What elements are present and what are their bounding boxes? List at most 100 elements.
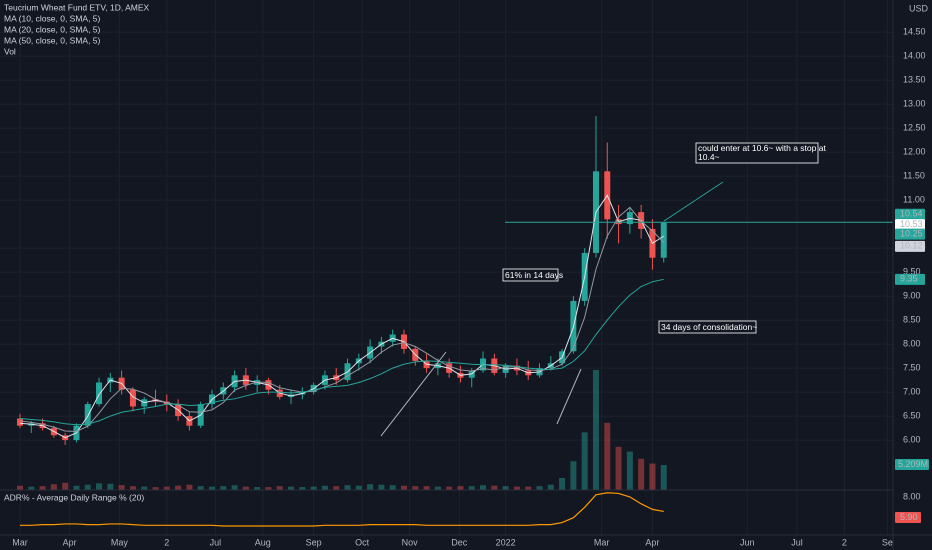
x-tick-label: Oct	[355, 537, 370, 547]
grid	[0, 0, 893, 535]
price-tag-label: 10.25	[900, 228, 923, 238]
volume-bar	[570, 461, 577, 490]
volume-bar	[107, 483, 114, 490]
candle-body	[96, 382, 103, 405]
volume-bar	[186, 484, 193, 490]
volume-bar	[457, 486, 464, 490]
volume-bar	[423, 486, 430, 490]
volume-bar	[175, 485, 182, 490]
volume-bar	[208, 486, 215, 490]
candle-body	[84, 404, 91, 426]
price-tag-label: 10.54	[900, 209, 923, 219]
volume-bar	[220, 486, 227, 490]
y-tick-label: 11.50	[903, 171, 925, 181]
note-box[interactable]	[658, 320, 757, 334]
legend-entry[interactable]: Vol	[4, 46, 16, 56]
price-tag-label: 10.53	[900, 219, 923, 229]
legend-entry[interactable]: MA (50, close, 0, SMA, 5)	[4, 35, 101, 45]
price-tag	[895, 240, 925, 252]
trend-line[interactable]	[556, 368, 582, 425]
y-tick-label: 9.50	[903, 266, 921, 276]
legend-entry[interactable]: MA (10, close, 0, SMA, 5)	[4, 13, 101, 23]
y-tick-label: 6.00	[903, 434, 921, 444]
y-tick-label: 6.50	[903, 410, 921, 420]
price-tag	[895, 208, 925, 220]
volume-bar	[355, 485, 362, 490]
volume-bar	[50, 484, 57, 490]
note-box[interactable]	[502, 268, 559, 282]
volume-bar	[344, 485, 351, 490]
y-tick-label: 7.00	[903, 386, 921, 396]
note-line: could enter at 10.6~ with a stop at 10.4~	[698, 143, 826, 162]
volume-bar	[39, 486, 46, 490]
volume-bar	[604, 422, 611, 490]
volume-bar	[502, 486, 509, 490]
volume-bar	[96, 483, 103, 490]
volume-bar	[468, 486, 475, 490]
x-tick-label: May	[111, 537, 129, 547]
volume-bar	[480, 485, 487, 490]
volume-bar	[434, 486, 441, 490]
volume-bar	[626, 451, 633, 490]
adr-tag	[895, 511, 921, 523]
volume-bar	[559, 478, 566, 490]
volume-bar	[446, 486, 453, 490]
trend-line[interactable]	[663, 181, 724, 222]
indicator-title[interactable]: ADR% - Average Daily Range % (20)	[4, 492, 144, 502]
volume-tag-label: 5.209M	[898, 459, 928, 469]
volume-bar	[310, 486, 317, 490]
volume-bar	[615, 446, 622, 490]
volume-bar	[513, 486, 520, 490]
x-tick-label: 2022	[496, 537, 516, 547]
volume-bar	[152, 487, 159, 490]
x-tick-label: 2	[842, 537, 847, 547]
x-tick-label: Jun	[740, 537, 755, 547]
volume-bar	[141, 486, 148, 490]
y-tick-label: 11.00	[903, 195, 925, 205]
y-tick-label: 12.00	[903, 147, 926, 157]
volume-bar	[638, 458, 645, 490]
volume-bar	[547, 484, 554, 490]
volume-bar	[491, 485, 498, 490]
candle-body	[129, 389, 136, 407]
y-tick-label: 8.00	[903, 338, 921, 348]
x-tick-label: Aug	[255, 537, 271, 547]
volume-bar	[649, 463, 656, 490]
x-tick-label: Mar	[12, 537, 28, 547]
price-tag	[895, 219, 925, 231]
y-tick-label: 13.50	[903, 75, 926, 85]
price-tag	[895, 228, 925, 240]
volume-bar	[389, 485, 396, 490]
volume-bar	[265, 487, 272, 490]
volume-bar	[367, 484, 374, 490]
note-box[interactable]	[695, 142, 819, 164]
ma-line	[19, 278, 664, 426]
note: 61% in 14 days	[505, 270, 563, 280]
volume-bar	[321, 485, 328, 490]
trend-line[interactable]	[380, 351, 447, 437]
ma-line	[19, 206, 665, 432]
volume-bar	[400, 485, 407, 490]
price-tag	[895, 273, 925, 285]
volume-bar	[333, 486, 340, 490]
volume-bar	[581, 432, 588, 490]
volume-bar	[276, 486, 283, 490]
x-tick-label: Se	[882, 537, 893, 547]
y-tick-label: 8.50	[903, 314, 921, 324]
y-tick-label: 12.50	[903, 123, 926, 133]
volume-bar	[288, 486, 295, 490]
volume-bar	[231, 485, 238, 490]
volume-bar	[84, 484, 91, 490]
x-tick-label: Jul	[791, 537, 803, 547]
volume-bar	[129, 486, 136, 490]
note: 34 days of consolidation~	[661, 322, 757, 332]
volume-bar	[197, 486, 204, 490]
volume-bar	[412, 486, 419, 490]
volume-bar	[118, 485, 125, 490]
volume-bar	[163, 486, 170, 490]
volume-tag	[895, 459, 929, 470]
legend-entry[interactable]: MA (20, close, 0, SMA, 5)	[4, 24, 101, 34]
currency[interactable]: USD	[909, 3, 929, 13]
adr-tag-label: 5.90	[900, 512, 918, 522]
